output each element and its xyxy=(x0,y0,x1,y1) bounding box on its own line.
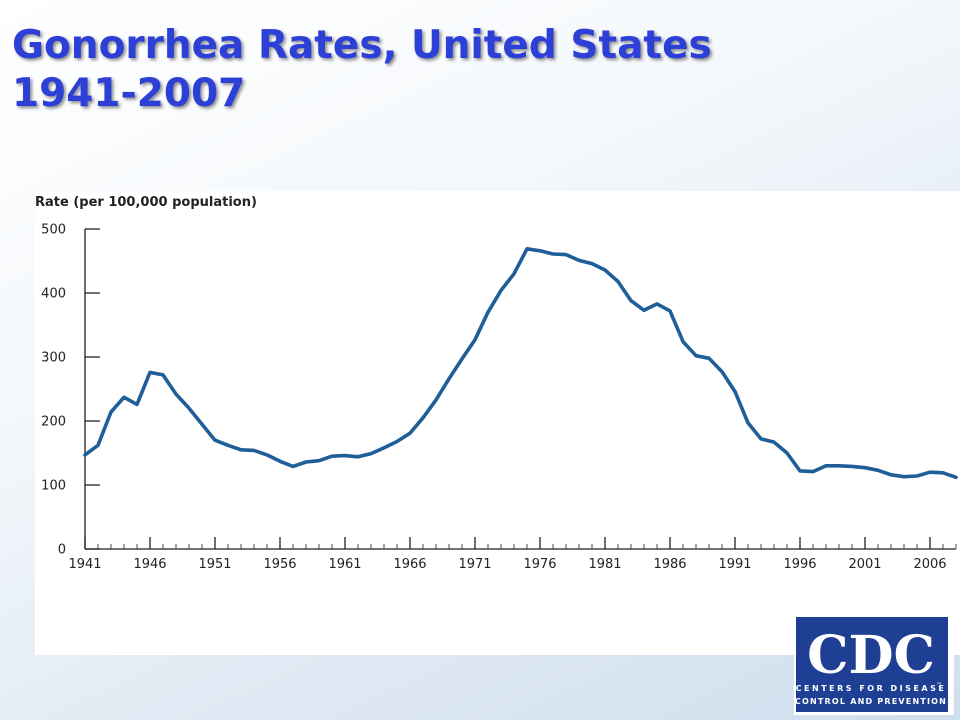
x-tick-label-1981: 1981 xyxy=(588,557,621,572)
slide-title: Gonorrhea Rates, United States 1941-2007 xyxy=(12,22,712,118)
logo-line-1: CENTERS FOR DISEASE xyxy=(796,684,947,693)
x-tick-label-1996: 1996 xyxy=(783,557,816,572)
slide-title-line-1: Gonorrhea Rates, United States xyxy=(12,23,712,68)
x-axis: 1941 1946 1951 1956 1961 1966 1971 1976 1981 1986… xyxy=(68,537,957,572)
x-tick-label-1956: 1956 xyxy=(263,557,296,572)
x-tick-label-2001: 2001 xyxy=(848,557,881,572)
x-tick-label-1986: 1986 xyxy=(653,557,686,572)
y-axis: 0 100 200 300 400 500 xyxy=(41,223,100,558)
x-tick-label-1976: 1976 xyxy=(523,557,556,572)
y-tick-label-100: 100 xyxy=(41,479,66,494)
y-tick-label-500: 500 xyxy=(41,223,66,238)
x-tick-label-2006: 2006 xyxy=(913,557,946,572)
x-tick-label-1966: 1966 xyxy=(393,557,426,572)
series-layer xyxy=(83,246,958,480)
y-tick-label-400: 400 xyxy=(41,287,66,302)
x-tick-label-1941: 1941 xyxy=(68,557,101,572)
logo-letters: CDC xyxy=(807,625,935,686)
x-tick-label-1961: 1961 xyxy=(328,557,361,572)
x-tick-label-1971: 1971 xyxy=(458,557,491,572)
x-tick-label-1991: 1991 xyxy=(718,557,751,572)
x-tick-label-1946: 1946 xyxy=(133,557,166,572)
chart-panel xyxy=(35,191,960,655)
logo-line-2: CONTROL AND PREVENTION xyxy=(795,697,947,706)
cdc-logo: CDC CENTERS FOR DISEASE ™ CONTROL AND PR… xyxy=(794,615,954,715)
x-tick-label-1951: 1951 xyxy=(198,557,231,572)
y-tick-label-200: 200 xyxy=(41,415,66,430)
y-tick-label-0: 0 xyxy=(58,543,66,558)
y-axis-label: Rate (per 100,000 population) xyxy=(35,195,257,210)
logo-background xyxy=(796,617,948,712)
logo-trademark: ™ xyxy=(936,682,942,689)
line-chart: Rate (per 100,000 population) 0 100 200 300… xyxy=(35,195,958,572)
y-tick-label-300: 300 xyxy=(41,351,66,366)
series-line-0 xyxy=(83,246,958,480)
slide-title-line-2: 1941-2007 xyxy=(12,71,246,116)
